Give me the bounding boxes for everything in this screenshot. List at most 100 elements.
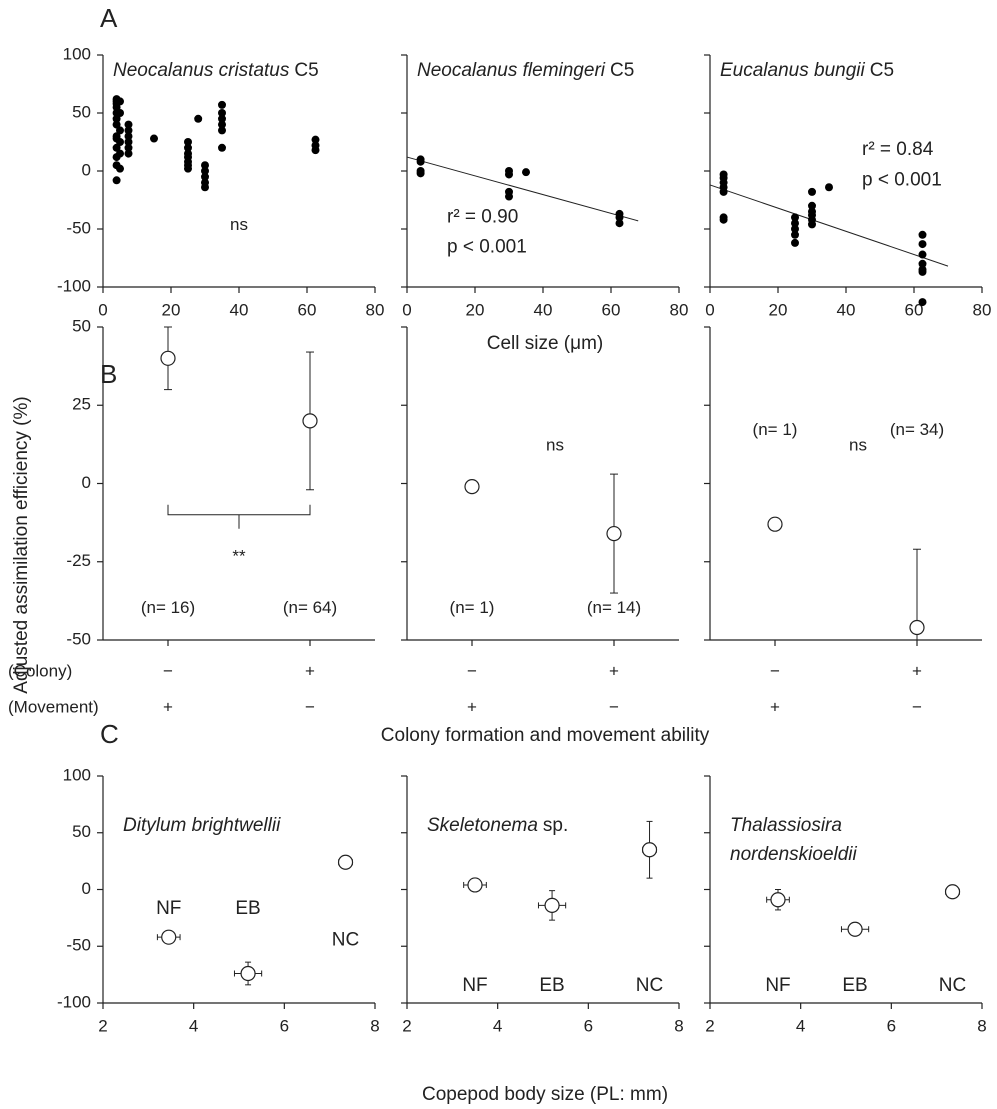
point <box>201 161 209 170</box>
y-tick-label: -100 <box>57 276 91 295</box>
point <box>201 167 209 175</box>
title-line: nordenskioeldii <box>730 844 858 865</box>
point <box>808 187 816 196</box>
point-label: NF <box>765 975 790 996</box>
panel-label: B <box>100 359 117 389</box>
panel-title: Thalassiosira nordenskioeldii <box>730 815 858 865</box>
y-tick-label: 25 <box>72 395 91 414</box>
n-label: (n= 16) <box>141 598 195 617</box>
x-tick-label: 2 <box>402 1016 411 1035</box>
x-tick-label: + <box>770 697 780 716</box>
fit-line <box>406 156 639 222</box>
annotation: ns <box>230 215 248 234</box>
x-tick-label: + <box>305 661 315 680</box>
x-tick-label: 8 <box>370 1016 379 1035</box>
title-species: Ditylum brightwellii <box>123 815 281 836</box>
point <box>184 143 192 152</box>
point <box>464 479 480 495</box>
point <box>194 114 203 123</box>
x-tick-label: 4 <box>493 1016 502 1035</box>
annotation: ns <box>849 435 867 454</box>
point-label: NC <box>332 930 359 951</box>
point-label: NC <box>636 975 663 996</box>
point <box>116 138 124 146</box>
title-suffix: C5 <box>294 60 318 81</box>
point <box>767 516 783 532</box>
point <box>201 183 209 192</box>
point <box>116 97 124 106</box>
panel-title: Neocalanus cristatus C5 <box>113 60 319 81</box>
y-tick-label: 100 <box>63 44 91 63</box>
x-tick-label: 20 <box>162 300 181 319</box>
y-tick-label: -50 <box>66 218 91 237</box>
x-tick-label: 80 <box>973 300 992 319</box>
title-species: Neocalanus flemingeri <box>417 60 606 81</box>
point <box>112 143 121 152</box>
x-tick-label: 6 <box>584 1016 593 1035</box>
point <box>218 109 226 117</box>
y-tick-label: 0 <box>82 473 91 492</box>
point <box>909 619 925 636</box>
point <box>791 213 799 222</box>
point <box>124 149 133 158</box>
x-tick-label: − <box>163 661 173 680</box>
n-label: (n= 1) <box>450 598 495 617</box>
x-tick-label: 0 <box>705 300 714 319</box>
fit-line <box>709 184 949 267</box>
stat-label: p < 0.001 <box>447 237 527 258</box>
y-axis-label: Adjusted assimilation efficiency (%) <box>11 396 32 693</box>
point <box>112 114 121 123</box>
point-label: NC <box>939 975 966 996</box>
x-tick-label: 8 <box>977 1016 986 1035</box>
y-tick-label: -25 <box>66 551 91 570</box>
point <box>416 169 425 178</box>
x-tick-label: 6 <box>280 1016 289 1035</box>
point <box>918 250 927 259</box>
point <box>124 143 133 152</box>
row-label: (Movement) <box>8 697 99 716</box>
point <box>944 884 961 900</box>
point <box>116 164 124 173</box>
title-line: Thalassiosira <box>730 815 842 836</box>
point <box>116 149 124 158</box>
panel-label: C <box>100 719 119 749</box>
n-label: (n= 64) <box>283 598 337 617</box>
point <box>770 892 786 908</box>
y-tick-label: 50 <box>72 822 91 841</box>
point <box>124 120 133 129</box>
x-tick-label: 4 <box>189 1016 198 1035</box>
panel-title: Neocalanus flemingeri C5 <box>417 60 634 81</box>
point <box>825 183 833 192</box>
panel-title: Eucalanus bungii C5 <box>720 60 894 81</box>
point <box>791 238 799 247</box>
x-tick-label: + <box>467 697 477 716</box>
x-tick-label: 60 <box>602 300 621 319</box>
y-tick-label: -50 <box>66 936 91 955</box>
x-axis-label: Cell size (μm) <box>487 333 604 354</box>
stat-label: p < 0.001 <box>862 169 942 190</box>
point <box>522 168 530 177</box>
y-tick-label: 0 <box>82 879 91 898</box>
y-tick-label: -50 <box>66 629 91 648</box>
point <box>184 164 192 173</box>
point <box>184 138 192 146</box>
x-tick-label: 60 <box>298 300 317 319</box>
point-label: NF <box>462 975 487 996</box>
point <box>918 240 927 249</box>
point <box>791 225 799 233</box>
annotation: ns <box>546 435 564 454</box>
row-label: (Colony) <box>8 661 72 680</box>
x-tick-label: − <box>770 661 780 680</box>
point <box>124 132 133 141</box>
point <box>918 230 927 239</box>
point <box>124 138 133 146</box>
y-tick-label: 100 <box>63 765 91 784</box>
title-suffix: C5 <box>610 60 634 81</box>
point-label: EB <box>539 975 564 996</box>
point <box>201 172 209 181</box>
x-tick-label: − <box>305 697 315 716</box>
point <box>641 842 658 858</box>
point-label: EB <box>842 975 867 996</box>
point <box>791 219 799 228</box>
point <box>116 109 124 117</box>
